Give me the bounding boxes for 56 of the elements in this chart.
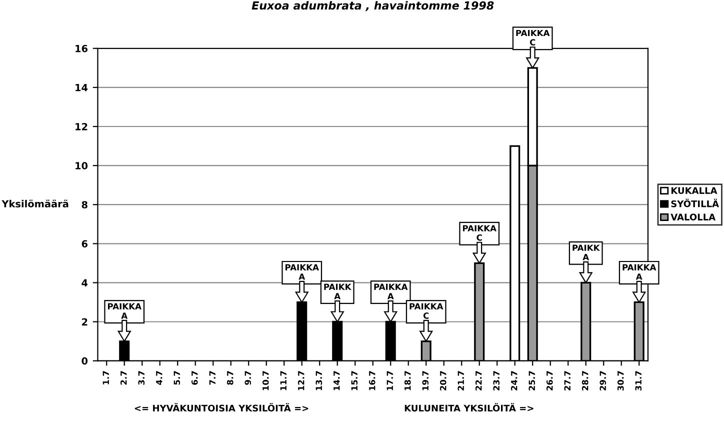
chart-title: Euxoa adumbrata , havaintomme 1998	[252, 1, 494, 12]
y-tick-label: 12	[76, 122, 88, 130]
x-tick-label: 31.7	[635, 371, 642, 391]
annotation: PAIKKA C	[410, 303, 444, 319]
x-tick-label: 9.7	[244, 371, 252, 385]
x-tick-label: 17.7	[386, 371, 393, 390]
x-tick-label: 19.7	[422, 371, 429, 390]
x-tick-label: 22.7	[475, 371, 482, 390]
y-tick-label: 8	[82, 201, 88, 208]
x-tick-label: 26.7	[546, 371, 553, 390]
text: <= HYVÄKUNTOISIA YKSILÖITÄ =>	[134, 403, 308, 412]
x-tick-label: 30.7	[617, 371, 624, 391]
annotation: PAIKKA A	[108, 303, 142, 319]
y-tick-label: 4	[82, 279, 88, 286]
x-tick-label: 10.7	[262, 371, 269, 390]
y-tick-label: 10	[76, 162, 88, 170]
x-tick-label: 12.7	[298, 371, 304, 390]
legend-label: KUKALLA	[671, 187, 718, 194]
x-tick-label: 24.7	[510, 371, 518, 390]
x-tick-label: 21.7	[458, 371, 464, 390]
x-tick-label: 16.7	[368, 371, 376, 390]
annotation: PAIKKA A	[285, 264, 319, 280]
legend-label: VALOLLA	[670, 214, 716, 220]
x-tick-label: 28.7	[582, 371, 588, 390]
x-tick-label: 11.7	[280, 371, 286, 390]
annotation: PAIKK A	[572, 244, 600, 260]
x-tick-label: 27.7	[564, 371, 570, 390]
x-tick-label: 5.7	[174, 371, 180, 385]
x-tick-label: 23.7	[493, 371, 500, 390]
y-tick-label: 16	[76, 44, 88, 52]
x-tick-label: 4.7	[156, 371, 162, 385]
x-tick-label: 13.7	[316, 371, 322, 390]
x-tick-label: 25.7	[528, 371, 536, 390]
y-tick-label: 6	[82, 240, 88, 248]
x-tick-label: 14.7	[334, 371, 340, 390]
text: KULUNEITA YKSILÖITÄ =>	[404, 403, 534, 412]
x-tick-label: 15.7	[351, 371, 358, 390]
x-tick-label: 3.7	[138, 371, 145, 385]
x-tick-label: 1.7	[102, 371, 109, 384]
x-tick-label: 18.7	[404, 371, 411, 390]
y-tick-label: 2	[82, 318, 88, 326]
x-tick-label: 2.7	[120, 371, 127, 385]
x-tick-label: 7.7	[209, 371, 216, 385]
annotation: PAIKKA C	[462, 225, 496, 241]
annotation: PAIKKA C	[516, 30, 550, 46]
legend-label: SYÖTILLÄ	[671, 198, 719, 208]
x-tick-label: 20.7	[440, 371, 446, 390]
y-tick-label: 0	[82, 357, 88, 365]
x-tick-label: 8.7	[226, 371, 234, 385]
annotation: PAIKK A	[324, 284, 352, 300]
y-tick-label: 14	[76, 84, 88, 92]
annotation: PAIKKA A	[622, 264, 656, 280]
x-tick-label: 6.7	[191, 371, 198, 385]
y-axis-title: Yksilömäärä	[2, 200, 68, 208]
annotation: PAIKKA A	[374, 284, 408, 300]
x-tick-label: 29.7	[600, 371, 606, 390]
